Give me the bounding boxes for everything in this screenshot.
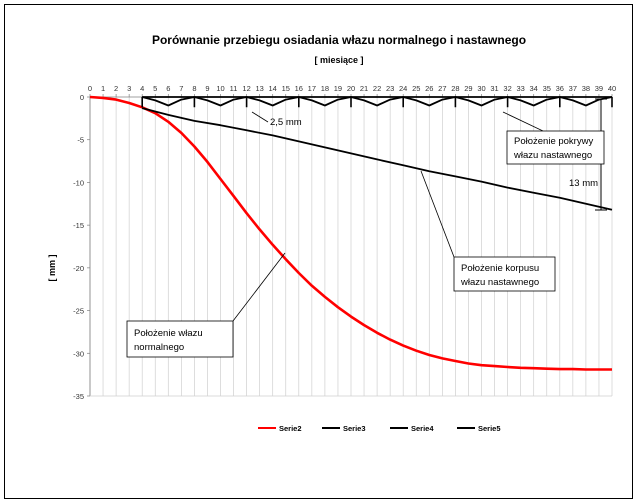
series-lines	[89, 95, 613, 371]
x-tick-label: 15	[282, 84, 290, 93]
x-tick-label: 17	[308, 84, 316, 93]
x-tick-label: 32	[503, 84, 511, 93]
label-pokrywa-1: Położenie pokrywy	[514, 136, 593, 147]
series-line-serie2	[89, 95, 612, 371]
x-tick-label: 27	[438, 84, 446, 93]
legend-label-serie4: Serie4	[411, 424, 434, 433]
label-13mm: 13 mm	[569, 178, 598, 189]
x-tick-label: 31	[490, 84, 498, 93]
x-tick-label: 29	[464, 84, 472, 93]
label-korpus-1: Położenie korpusu	[461, 263, 539, 274]
y-tick-label: -15	[73, 221, 84, 230]
x-tick-label: 19	[334, 84, 342, 93]
x-tick-label: 34	[530, 84, 538, 93]
x-tick-label: 37	[569, 84, 577, 93]
x-tick-label: 0	[88, 84, 92, 93]
y-tick-label: -35	[73, 392, 84, 401]
x-tick-label: 28	[451, 84, 459, 93]
arrow-pokrywa	[502, 111, 544, 132]
x-tick-label: 7	[179, 84, 183, 93]
x-tick-label: 16	[295, 84, 303, 93]
label-korpus-2: włazu nastawnego	[460, 277, 539, 288]
x-tick-label: 30	[477, 84, 485, 93]
legend-label-serie3: Serie3	[343, 424, 366, 433]
x-tick-label: 5	[153, 84, 157, 93]
x-tick-label: 10	[216, 84, 224, 93]
y-tick-label: -30	[73, 349, 84, 358]
x-tick-label: 40	[608, 84, 616, 93]
x-tick-label: 6	[166, 84, 170, 93]
x-tick-label: 11	[230, 84, 238, 93]
x-tick-label: 4	[140, 84, 144, 93]
x-tick-label: 24	[399, 84, 407, 93]
x-tick-label: 25	[412, 84, 420, 93]
x-tick-label: 3	[127, 84, 131, 93]
label-normalny-2: normalnego	[134, 342, 184, 353]
annotations: 2,5 mm 13 mm Położenie pokrywy włazu nas…	[126, 98, 607, 358]
x-tick-label: 33	[516, 84, 524, 93]
x-tick-label: 36	[556, 84, 564, 93]
x-tick-label: 2	[114, 84, 118, 93]
series-line-serie3	[141, 107, 613, 211]
y-tick-label: -10	[73, 178, 84, 187]
y-tick-label: 0	[80, 93, 84, 102]
x-tick-label: 14	[269, 84, 277, 93]
chart-frame	[4, 4, 633, 499]
box-pokrywa	[506, 130, 605, 165]
box-korpus	[453, 256, 556, 292]
arrow-korpus	[420, 170, 455, 258]
label-2-5mm: 2,5 mm	[270, 117, 302, 128]
x-tick-label: 18	[321, 84, 329, 93]
x-tick-label: 13	[255, 84, 263, 93]
x-tick-label: 20	[347, 84, 355, 93]
x-axis-label: [ miesiące ]	[314, 55, 363, 65]
legend-label-serie5: Serie5	[478, 424, 501, 433]
grid-lines	[89, 97, 613, 396]
x-tick-label: 39	[595, 84, 603, 93]
chart-title: Porównanie przebiegu osiadania włazu nor…	[152, 33, 526, 47]
label-pokrywa-2: włazu nastawnego	[513, 150, 592, 161]
x-tick-label: 12	[242, 84, 250, 93]
y-tick-label: -25	[73, 307, 84, 316]
arrow-2-5mm	[251, 111, 269, 123]
x-tick-label: 38	[582, 84, 590, 93]
arrow-normalny	[232, 252, 286, 322]
x-tick-label: 8	[192, 84, 196, 93]
label-normalny-1: Położenie włazu	[134, 328, 203, 339]
box-normalny	[126, 320, 234, 358]
x-tick-label: 22	[373, 84, 381, 93]
legend: Serie2 Serie3 Serie4 Serie5	[258, 424, 501, 433]
x-tick-label: 1	[101, 84, 105, 93]
x-tick-label: 9	[205, 84, 209, 93]
x-tick-label: 23	[386, 84, 394, 93]
y-tick-label: -5	[77, 136, 84, 145]
legend-label-serie2: Serie2	[279, 424, 302, 433]
x-tick-label: 26	[425, 84, 433, 93]
x-tick-label: 35	[543, 84, 551, 93]
x-tick-label: 21	[360, 84, 368, 93]
y-axis-label: [ mm ]	[47, 254, 57, 281]
series-line-serie4	[141, 96, 613, 107]
y-tick-label: -20	[73, 264, 84, 273]
